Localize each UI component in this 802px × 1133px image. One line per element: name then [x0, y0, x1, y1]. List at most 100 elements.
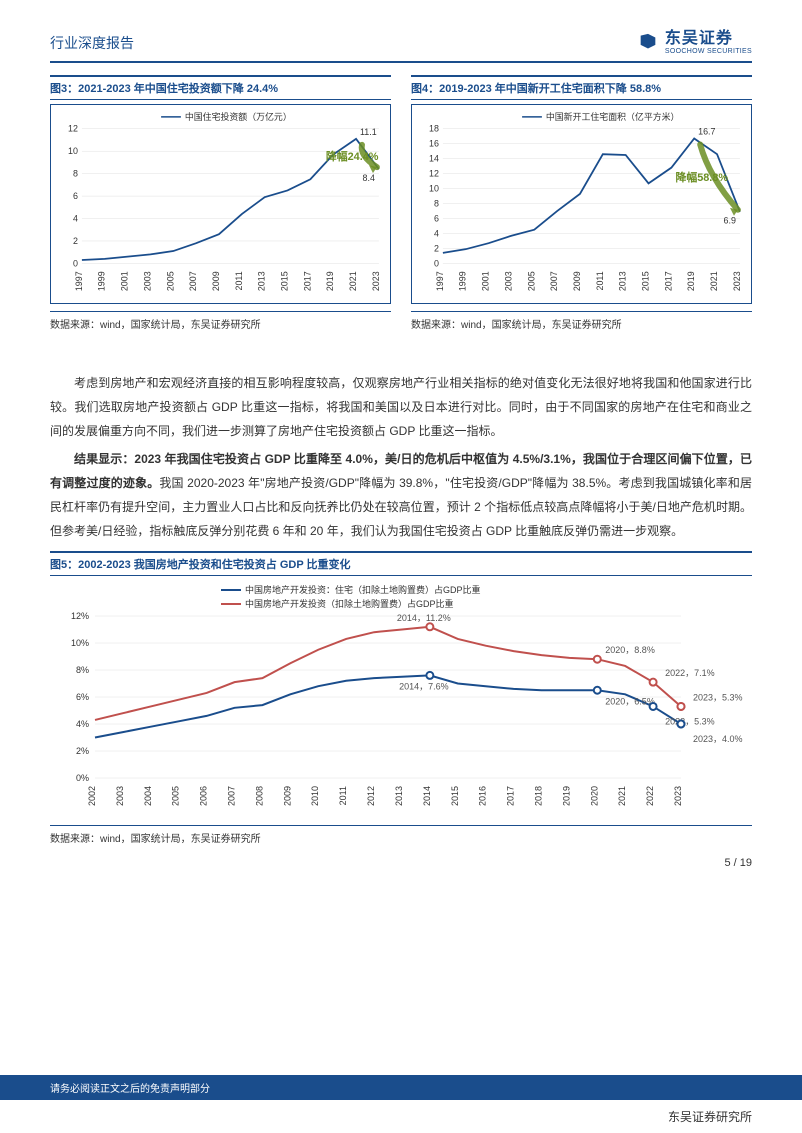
svg-text:8.4: 8.4 [363, 173, 375, 183]
svg-text:2003: 2003 [503, 272, 513, 292]
svg-text:8: 8 [73, 169, 78, 179]
chart4-source: 数据来源：wind，国家统计局，东吴证券研究所 [411, 311, 752, 331]
svg-text:10%: 10% [71, 638, 89, 648]
svg-text:2023: 2023 [673, 786, 683, 806]
svg-text:2013: 2013 [618, 272, 628, 292]
svg-text:2019: 2019 [686, 272, 696, 292]
svg-text:1999: 1999 [97, 272, 107, 292]
svg-text:2017: 2017 [663, 272, 673, 292]
svg-text:12: 12 [429, 169, 439, 179]
svg-text:16: 16 [429, 139, 439, 149]
page-footer: 请务必阅读正文之后的免责声明部分 东吴证券研究所 [0, 1075, 802, 1133]
svg-text:中国住宅投资额（万亿元）: 中国住宅投资额（万亿元） [185, 111, 292, 122]
chart5-svg: 0%2%4%6%8%10%12%200220032004200520062007… [50, 580, 752, 820]
svg-text:2013: 2013 [257, 272, 267, 292]
page-number: 5 / 19 [50, 857, 752, 869]
svg-text:2018: 2018 [533, 786, 543, 806]
svg-text:2017: 2017 [302, 272, 312, 292]
svg-text:1999: 1999 [458, 272, 468, 292]
svg-text:2007: 2007 [549, 272, 559, 292]
svg-text:2015: 2015 [641, 272, 651, 292]
svg-text:2013: 2013 [394, 786, 404, 806]
svg-text:中国房地产开发投资：住宅（扣除土地购置费）占GDP比重: 中国房地产开发投资：住宅（扣除土地购置费）占GDP比重 [245, 584, 481, 595]
svg-text:2015: 2015 [450, 786, 460, 806]
svg-text:0%: 0% [76, 773, 89, 783]
svg-text:2003: 2003 [115, 786, 125, 806]
footer-disclaimer: 请务必阅读正文之后的免责声明部分 [50, 1080, 210, 1095]
svg-text:2002: 2002 [87, 786, 97, 806]
svg-text:2023，4.0%: 2023，4.0% [693, 734, 743, 744]
svg-text:2014，11.2%: 2014，11.2% [397, 613, 451, 623]
chart4-box: 图4：2019-2023 年中国新开工住宅面积下降 58.8% 02468101… [411, 75, 752, 331]
svg-text:2008: 2008 [254, 786, 264, 806]
body-text: 考虑到房地产和宏观经济直接的相互影响程度较高，仅观察房地产行业相关指标的绝对值变… [50, 371, 752, 543]
svg-text:2019: 2019 [325, 272, 335, 292]
svg-text:2011: 2011 [595, 272, 605, 291]
footer-bar: 请务必阅读正文之后的免责声明部分 [0, 1075, 802, 1100]
svg-text:2023: 2023 [371, 272, 381, 292]
svg-text:2021: 2021 [709, 272, 719, 292]
svg-text:12: 12 [68, 124, 78, 134]
svg-text:12%: 12% [71, 611, 89, 621]
svg-text:2007: 2007 [227, 786, 237, 806]
svg-text:6: 6 [73, 191, 78, 201]
svg-text:4: 4 [73, 214, 78, 224]
svg-text:2021: 2021 [348, 272, 358, 292]
svg-text:2011: 2011 [338, 786, 348, 805]
svg-text:1997: 1997 [74, 272, 84, 292]
svg-text:2005: 2005 [165, 272, 175, 292]
chart3-title: 图3：2021-2023 年中国住宅投资额下降 24.4% [50, 75, 391, 100]
svg-text:2017: 2017 [506, 786, 516, 806]
svg-text:2020，6.5%: 2020，6.5% [605, 697, 655, 707]
svg-text:2: 2 [434, 244, 439, 254]
svg-text:2%: 2% [76, 746, 89, 756]
svg-text:2001: 2001 [120, 272, 130, 292]
chart3-source: 数据来源：wind，国家统计局，东吴证券研究所 [50, 311, 391, 331]
svg-text:2022，7.1%: 2022，7.1% [665, 668, 715, 678]
svg-text:2004: 2004 [143, 786, 153, 806]
company-logo: 东吴证券 SOOCHOW SECURITIES [637, 30, 752, 55]
svg-text:18: 18 [429, 124, 439, 134]
footer-institution: 东吴证券研究所 [0, 1100, 802, 1133]
svg-text:2022，5.3%: 2022，5.3% [665, 717, 715, 727]
svg-text:0: 0 [434, 259, 439, 269]
svg-text:2019: 2019 [561, 786, 571, 806]
svg-text:2015: 2015 [280, 272, 290, 292]
svg-text:2022: 2022 [645, 786, 655, 806]
svg-text:2020: 2020 [589, 786, 599, 806]
chart4-svg: 0246810121416181997199920012003200520072… [411, 104, 752, 304]
svg-text:中国房地产开发投资（扣除土地购置费）占GDP比重: 中国房地产开发投资（扣除土地购置费）占GDP比重 [245, 598, 454, 609]
svg-text:2009: 2009 [282, 786, 292, 806]
svg-text:2005: 2005 [171, 786, 181, 806]
svg-text:1997: 1997 [435, 272, 445, 292]
svg-text:2007: 2007 [188, 272, 198, 292]
page-header: 行业深度报告 东吴证券 SOOCHOW SECURITIES [50, 30, 752, 63]
svg-text:8%: 8% [76, 665, 89, 675]
logo-cn: 东吴证券 [665, 30, 752, 48]
svg-text:降幅58.8%: 降幅58.8% [675, 170, 728, 184]
svg-text:11.1: 11.1 [360, 127, 377, 137]
svg-text:6%: 6% [76, 692, 89, 702]
svg-text:2010: 2010 [310, 786, 320, 806]
paragraph-1: 考虑到房地产和宏观经济直接的相互影响程度较高，仅观察房地产行业相关指标的绝对值变… [50, 371, 752, 443]
svg-text:2016: 2016 [478, 786, 488, 806]
paragraph-2: 结果显示：2023 年我国住宅投资占 GDP 比重降至 4.0%，美/日的危机后… [50, 447, 752, 543]
svg-text:0: 0 [73, 259, 78, 269]
svg-text:2011: 2011 [234, 272, 244, 291]
svg-text:2001: 2001 [481, 272, 491, 292]
svg-text:2009: 2009 [572, 272, 582, 292]
chart3-box: 图3：2021-2023 年中国住宅投资额下降 24.4% 0246810121… [50, 75, 391, 331]
chart5-title: 图5：2002-2023 我国房地产投资和住宅投资占 GDP 比重变化 [50, 551, 752, 576]
svg-text:6: 6 [434, 214, 439, 224]
svg-text:2014，7.6%: 2014，7.6% [399, 682, 449, 692]
svg-text:2: 2 [73, 236, 78, 246]
svg-text:2020，8.8%: 2020，8.8% [605, 645, 655, 655]
svg-text:2021: 2021 [617, 786, 627, 806]
svg-text:14: 14 [429, 154, 439, 164]
svg-text:降幅24.4%: 降幅24.4% [326, 149, 379, 163]
logo-icon [637, 32, 659, 54]
svg-text:2003: 2003 [142, 272, 152, 292]
logo-en: SOOCHOW SECURITIES [665, 48, 752, 56]
svg-text:8: 8 [434, 199, 439, 209]
svg-text:2014: 2014 [422, 786, 432, 806]
